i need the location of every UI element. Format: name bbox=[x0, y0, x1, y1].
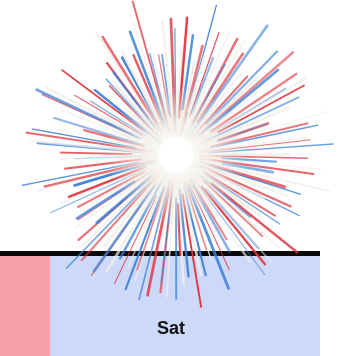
header-divider bbox=[0, 251, 320, 256]
day-of-week-label: Sat bbox=[157, 318, 186, 338]
weekend-color-block bbox=[0, 253, 50, 356]
